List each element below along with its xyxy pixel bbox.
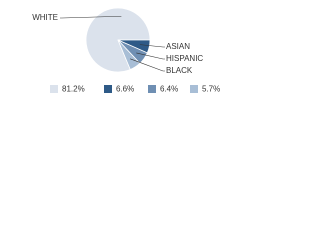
legend-swatch bbox=[50, 85, 58, 93]
legend-label: 5.7% bbox=[202, 85, 220, 94]
slice-label: HISPANIC bbox=[166, 54, 203, 63]
legend-swatch bbox=[190, 85, 198, 93]
legend-swatch bbox=[148, 85, 156, 93]
slice-label: WHITE bbox=[32, 13, 58, 22]
legend-swatch bbox=[104, 85, 112, 93]
legend-label: 6.6% bbox=[116, 85, 134, 94]
leader-line bbox=[130, 58, 165, 72]
leader-line bbox=[139, 44, 165, 48]
leader-line bbox=[136, 52, 165, 60]
leader-line bbox=[60, 15, 122, 19]
legend-label: 81.2% bbox=[62, 85, 85, 94]
slice-label: ASIAN bbox=[166, 42, 190, 51]
slice-label: BLACK bbox=[166, 66, 193, 75]
chart: WHITE ASIAN HISPANIC BLACK 81.2% 6.6% 6.4% 5.7% bbox=[32, 7, 220, 94]
legend-label: 6.4% bbox=[160, 85, 178, 94]
pie-slice bbox=[117, 39, 141, 71]
